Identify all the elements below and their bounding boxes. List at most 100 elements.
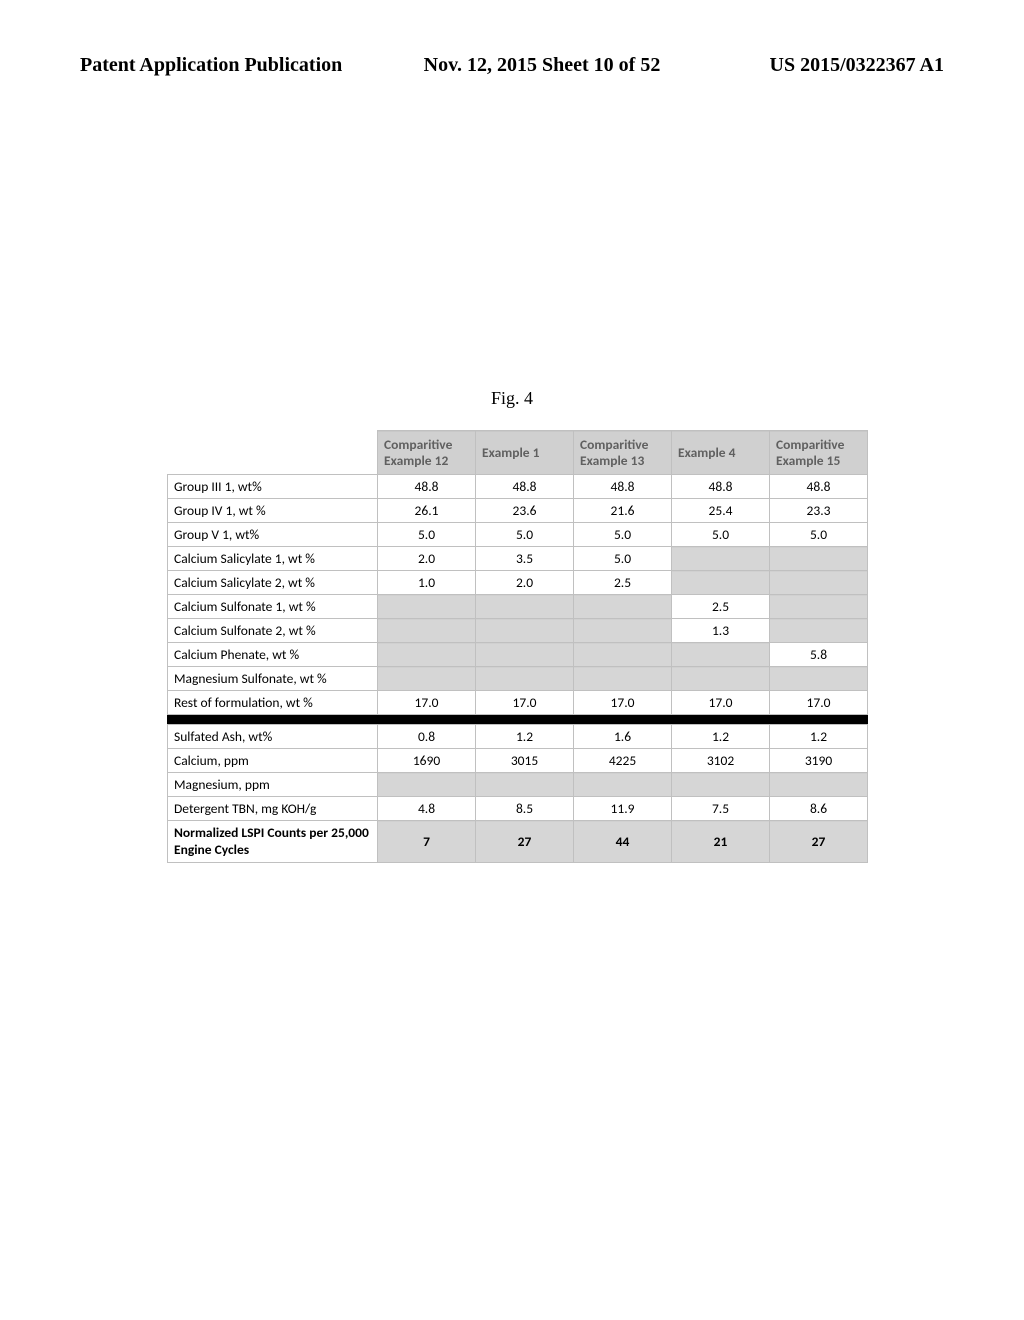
- figure-caption: Fig. 4: [0, 388, 1024, 409]
- table-cell: 3.5: [476, 547, 574, 571]
- table-header-row: Comparitive Example 12 Example 1 Compari…: [168, 431, 868, 475]
- table-cell: 1.0: [378, 571, 476, 595]
- table-cell: [476, 619, 574, 643]
- table-cell: 48.8: [378, 475, 476, 499]
- table-row: Detergent TBN, mg KOH/g4.88.511.97.58.6: [168, 797, 868, 821]
- table-cell: [770, 547, 868, 571]
- header-center: Nov. 12, 2015 Sheet 10 of 52: [424, 54, 661, 76]
- table-cell: 8.6: [770, 797, 868, 821]
- row-label: Magnesium, ppm: [168, 773, 378, 797]
- table-cell: 25.4: [672, 499, 770, 523]
- table-cell: [672, 667, 770, 691]
- header-col-5: Comparitive Example 15: [770, 431, 868, 475]
- table-row: Calcium Sulfonate 2, wt % 1.3: [168, 619, 868, 643]
- table-row: Group III 1, wt%48.848.848.848.848.8: [168, 475, 868, 499]
- row-label: Group III 1, wt%: [168, 475, 378, 499]
- row-label: Calcium Salicylate 1, wt %: [168, 547, 378, 571]
- table-cell: [378, 643, 476, 667]
- table-cell: 8.5: [476, 797, 574, 821]
- table-cell: 11.9: [574, 797, 672, 821]
- table-cell: 7.5: [672, 797, 770, 821]
- table-cell: 17.0: [476, 691, 574, 715]
- table-cell: 48.8: [476, 475, 574, 499]
- table-cell: 2.0: [378, 547, 476, 571]
- table-cell: 26.1: [378, 499, 476, 523]
- table-row: Rest of formulation, wt %17.017.017.017.…: [168, 691, 868, 715]
- table-cell: 5.8: [770, 643, 868, 667]
- table-cell: 0.8: [378, 725, 476, 749]
- table-row: Magnesium Sulfonate, wt %: [168, 667, 868, 691]
- result-cell: 27: [770, 821, 868, 863]
- table-cell: 1.3: [672, 619, 770, 643]
- table-row: Calcium Salicylate 1, wt %2.03.55.0: [168, 547, 868, 571]
- table-cell: 17.0: [378, 691, 476, 715]
- table-row: Calcium Sulfonate 1, wt % 2.5: [168, 595, 868, 619]
- table-cell: [378, 595, 476, 619]
- table-cell: [770, 667, 868, 691]
- header-col-2: Example 1: [476, 431, 574, 475]
- table-cell: [476, 643, 574, 667]
- table-cell: 5.0: [770, 523, 868, 547]
- table-body: Group III 1, wt%48.848.848.848.848.8Grou…: [168, 475, 868, 863]
- result-cell: 27: [476, 821, 574, 863]
- table-row: Group IV 1, wt %26.123.621.625.423.3: [168, 499, 868, 523]
- table-cell: [574, 667, 672, 691]
- table-cell: [476, 773, 574, 797]
- row-label: Calcium, ppm: [168, 749, 378, 773]
- table-cell: 17.0: [672, 691, 770, 715]
- header-blank: [168, 431, 378, 475]
- header-col-4: Example 4: [672, 431, 770, 475]
- row-label: Calcium Phenate, wt %: [168, 643, 378, 667]
- row-label: Rest of formulation, wt %: [168, 691, 378, 715]
- result-row-label: Normalized LSPI Counts per 25,000 Engine…: [168, 821, 378, 863]
- result-row: Normalized LSPI Counts per 25,000 Engine…: [168, 821, 868, 863]
- table-cell: 48.8: [574, 475, 672, 499]
- table-cell: [378, 667, 476, 691]
- table-cell: 5.0: [574, 547, 672, 571]
- result-cell: 44: [574, 821, 672, 863]
- table-cell: 23.6: [476, 499, 574, 523]
- table-cell: 2.5: [574, 571, 672, 595]
- table-row: Calcium Salicylate 2, wt %1.02.02.5: [168, 571, 868, 595]
- table-cell: 1.2: [672, 725, 770, 749]
- table-cell: [770, 773, 868, 797]
- table-cell: 4.8: [378, 797, 476, 821]
- table-cell: 3015: [476, 749, 574, 773]
- table-row: Group V 1, wt%5.05.05.05.05.0: [168, 523, 868, 547]
- table-cell: [476, 667, 574, 691]
- result-cell: 21: [672, 821, 770, 863]
- table-cell: [672, 773, 770, 797]
- row-label: Group V 1, wt%: [168, 523, 378, 547]
- table-cell: 17.0: [574, 691, 672, 715]
- table-cell: 5.0: [672, 523, 770, 547]
- row-label: Calcium Sulfonate 1, wt %: [168, 595, 378, 619]
- table-row: Sulfated Ash, wt%0.81.21.61.21.2: [168, 725, 868, 749]
- table-cell: [574, 773, 672, 797]
- table-cell: [574, 619, 672, 643]
- row-label: Calcium Sulfonate 2, wt %: [168, 619, 378, 643]
- table-cell: 21.6: [574, 499, 672, 523]
- table-cell: [672, 571, 770, 595]
- table-cell: [672, 643, 770, 667]
- table-cell: 3102: [672, 749, 770, 773]
- table-cell: 1690: [378, 749, 476, 773]
- table-cell: 3190: [770, 749, 868, 773]
- table-cell: [378, 773, 476, 797]
- table-cell: 5.0: [378, 523, 476, 547]
- row-label: Sulfated Ash, wt%: [168, 725, 378, 749]
- table-cell: [672, 547, 770, 571]
- table-cell: 1.6: [574, 725, 672, 749]
- table-cell: 2.5: [672, 595, 770, 619]
- table-cell: [378, 619, 476, 643]
- header-col-1: Comparitive Example 12: [378, 431, 476, 475]
- row-label: Detergent TBN, mg KOH/g: [168, 797, 378, 821]
- row-label: Magnesium Sulfonate, wt %: [168, 667, 378, 691]
- table-cell: 1.2: [770, 725, 868, 749]
- result-cell: 7: [378, 821, 476, 863]
- table-cell: [770, 619, 868, 643]
- table-cell: [770, 595, 868, 619]
- table-cell: [574, 595, 672, 619]
- table-row: Calcium Phenate, wt % 5.8: [168, 643, 868, 667]
- table-cell: 48.8: [770, 475, 868, 499]
- row-label: Group IV 1, wt %: [168, 499, 378, 523]
